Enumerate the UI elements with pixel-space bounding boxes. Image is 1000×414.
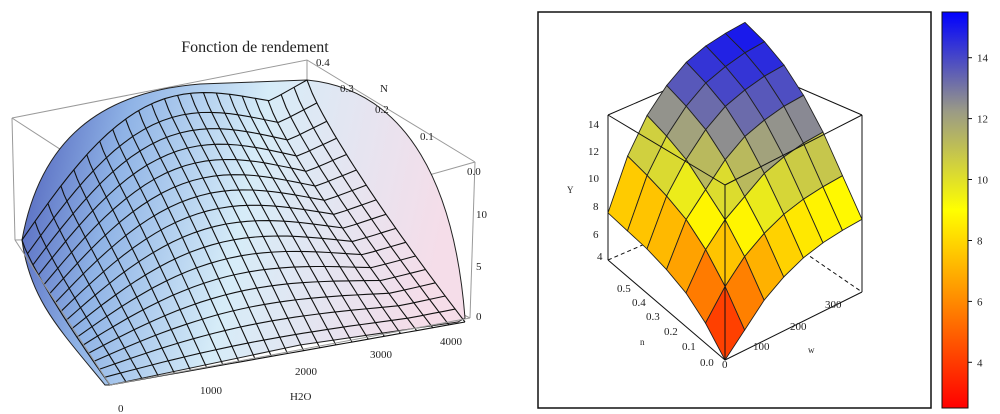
chart-right-w-label: w xyxy=(808,345,815,355)
chart-right-n-tick: 0.4 xyxy=(632,297,646,309)
chart-left-n-tick: 0.3 xyxy=(340,83,354,95)
chart-left-z-axis: 10 5 0 xyxy=(476,209,488,323)
chart-left-z-tick: 10 xyxy=(476,209,488,221)
chart-right-z-label: Y xyxy=(567,185,574,195)
chart-right-z-tick: 8 xyxy=(593,201,599,213)
chart-left-z-tick: 0 xyxy=(476,311,482,323)
chart-left-n-tick: 0.4 xyxy=(316,57,330,69)
chart-left-mesh-line xyxy=(82,255,416,346)
chart-right-n-label: n xyxy=(640,337,645,347)
chart-right-z-tick: 10 xyxy=(588,173,600,185)
chart-left-n-tick: 0.2 xyxy=(375,104,389,116)
chart-left-mesh-line xyxy=(71,227,397,330)
colorbar-tick-label: 6 xyxy=(977,296,983,308)
chart-right-w-tick: 0 xyxy=(722,359,728,371)
colorbar-tick-label: 12 xyxy=(977,114,988,126)
colorbar-ticks: 4 6 8 10 12 14 xyxy=(968,53,989,369)
colorbar-tick-label: 14 xyxy=(977,53,989,65)
chart-left-mesh-line xyxy=(76,241,406,338)
chart-left-mesh-line xyxy=(54,184,367,304)
chart-left-x-tick: 2000 xyxy=(295,366,318,378)
chart-right-n-tick: 0.2 xyxy=(664,326,678,338)
chart-left-mesh xyxy=(21,79,466,386)
chart-left-x-tick: 3000 xyxy=(370,349,393,361)
colorbar-tick-label: 4 xyxy=(977,357,983,369)
chart-left-x-label: H2O xyxy=(290,391,311,403)
colorbar: 4 6 8 10 12 14 xyxy=(941,11,989,409)
chart-left-n-tick: 0.0 xyxy=(467,166,481,178)
chart-left-mesh-line xyxy=(65,213,387,321)
colorbar-gradient xyxy=(941,11,969,409)
chart-left-surface xyxy=(21,79,466,386)
chart-left-mesh-line xyxy=(27,102,318,255)
chart-left-n-tick: 0.1 xyxy=(420,131,434,143)
chart-right-w-tick: 200 xyxy=(790,321,807,333)
chart-left-mesh-line xyxy=(43,153,347,285)
chart-left-mesh-line xyxy=(98,295,446,370)
chart-right-z-tick: 4 xyxy=(597,251,603,263)
chart-left-title: Fonction de rendement xyxy=(181,39,329,56)
chart-right-z-tick: 14 xyxy=(588,119,600,131)
colorbar-tick-label: 10 xyxy=(977,175,989,187)
chart-left-mesh-line xyxy=(87,268,426,354)
colorbar-tick-label: 8 xyxy=(977,236,983,248)
chart-right-n-tick: 0.3 xyxy=(646,311,660,323)
chart-right-n-axis: 0.5 0.4 0.3 0.2 0.1 0.0 n xyxy=(617,283,714,369)
chart-left-z-tick: 5 xyxy=(476,261,482,273)
chart-right-w-tick: 300 xyxy=(825,299,842,311)
chart-right-w-tick: 100 xyxy=(753,341,770,353)
chart-right: 14 12 10 8 6 4 Y 0.5 0.4 0.3 0.2 0.1 0.0… xyxy=(537,11,989,409)
chart-left-n-axis: 0.4 0.3 0.2 0.1 0.0 N xyxy=(316,57,481,178)
chart-right-n-tick: 0.5 xyxy=(617,283,631,295)
chart-right-front-edges xyxy=(607,114,863,361)
chart-right-n-tick: 0.0 xyxy=(700,357,714,369)
chart-right-z-tick: 6 xyxy=(593,229,599,241)
chart-left-mesh-line xyxy=(49,169,357,295)
chart-left: Fonction de rendement 0.4 0.3 0.2 0.1 xyxy=(11,39,488,414)
chart-left-mesh-line xyxy=(93,282,436,363)
chart-left-mesh-line xyxy=(32,120,328,266)
chart-left-x-tick: 1000 xyxy=(200,385,223,397)
chart-left-mesh-line xyxy=(109,321,466,386)
chart-left-front-edges xyxy=(14,239,471,386)
chart-left-mesh-line xyxy=(60,199,377,313)
chart-right-z-axis: 14 12 10 8 6 4 Y xyxy=(567,119,603,263)
chart-left-mesh-line xyxy=(104,308,456,378)
chart-left-mesh-line xyxy=(21,79,308,241)
chart-left-mesh-line xyxy=(38,137,337,276)
chart-right-z-tick: 12 xyxy=(588,146,599,158)
chart-left-x-tick: 4000 xyxy=(440,336,463,348)
chart-left-x-axis: 0 1000 2000 3000 4000 H2O xyxy=(118,336,463,414)
chart-right-w-axis: 0 100 200 300 w xyxy=(722,299,842,371)
chart-right-n-tick: 0.1 xyxy=(682,341,696,353)
chart-left-x-tick: 0 xyxy=(118,403,124,414)
chart-left-n-label: N xyxy=(380,83,388,95)
